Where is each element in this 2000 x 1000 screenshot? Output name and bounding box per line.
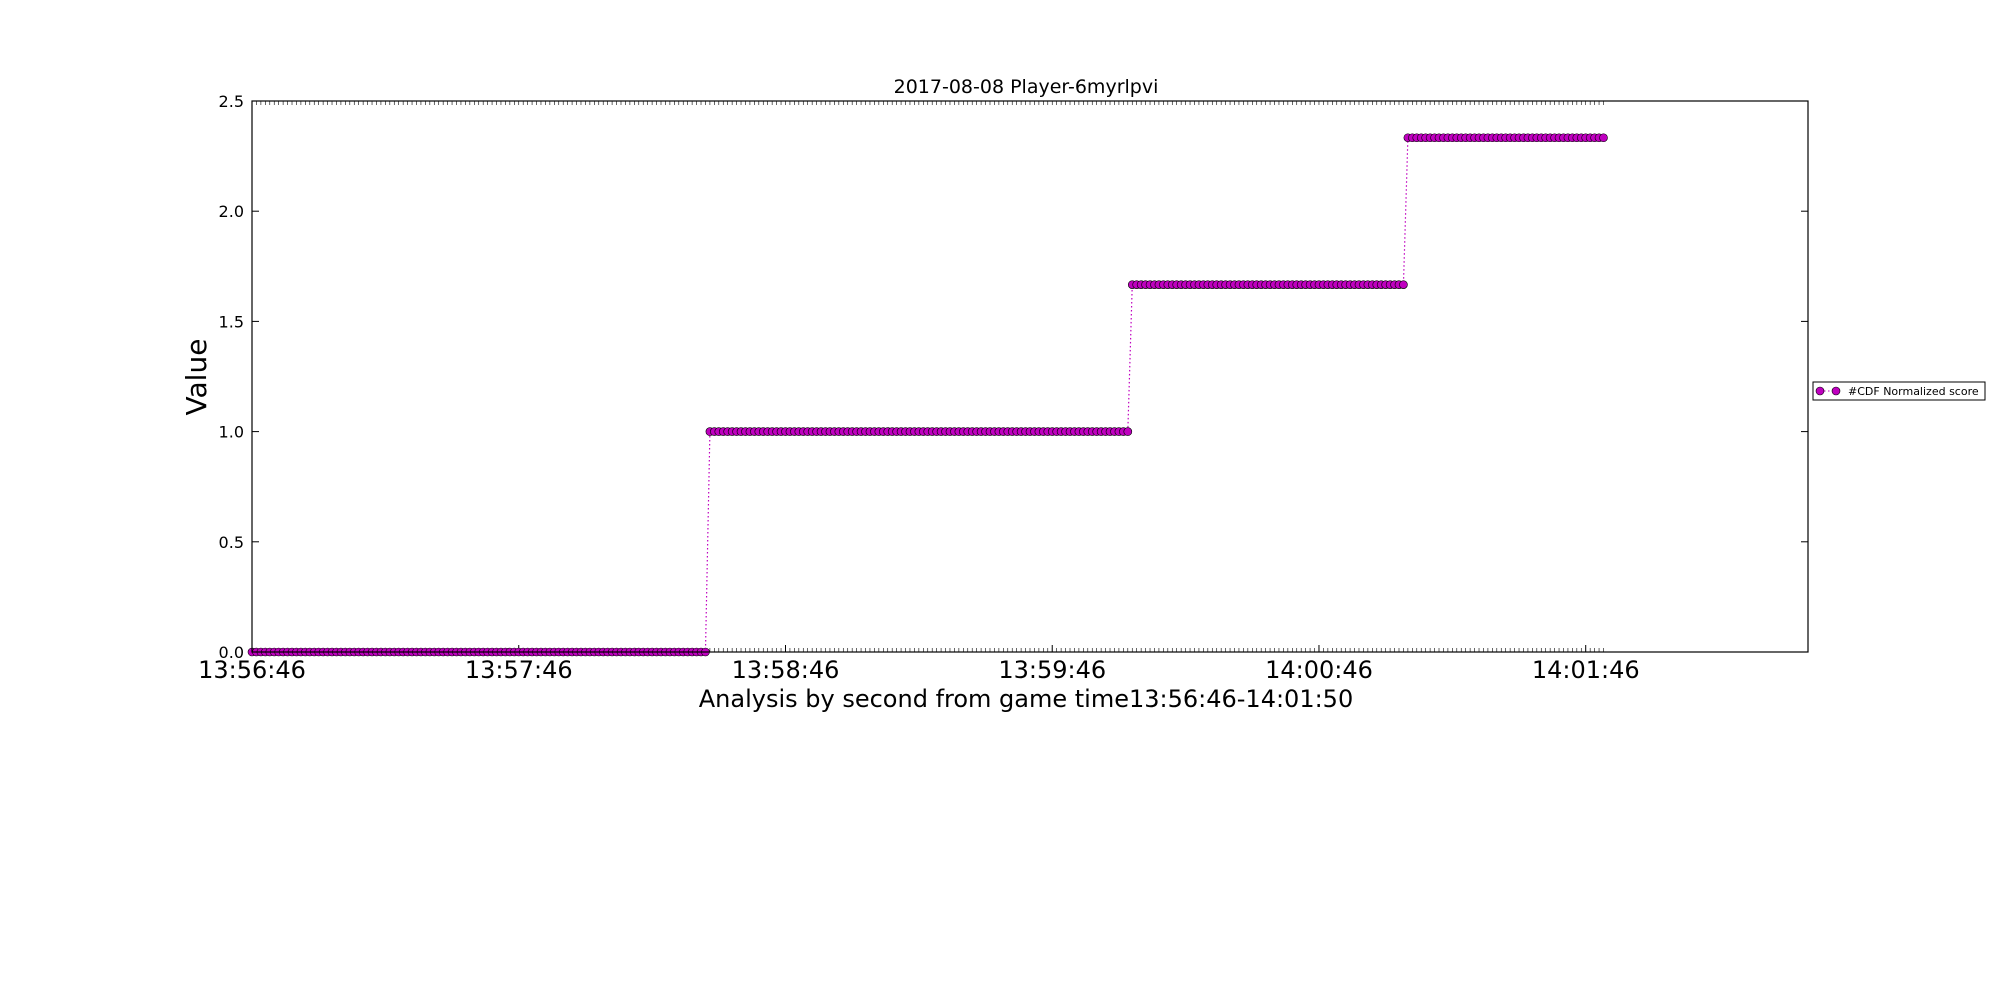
x-tick-labels: 13:56:46 13:57:46 13:58:46 13:59:46 14:00:46… <box>198 656 1640 684</box>
data-point <box>1123 427 1133 436</box>
x-tick-label: 13:58:46 <box>732 656 840 684</box>
y-tick-labels: 0.0 0.5 1.0 1.5 2.0 2.5 <box>219 92 244 662</box>
data-point <box>1599 133 1608 143</box>
legend-entry-label: #CDF Normalized score <box>1848 385 1979 398</box>
y-tick-label: 0.5 <box>219 533 244 552</box>
series-line <box>252 137 1604 653</box>
y-tick-label: 0.0 <box>219 643 244 662</box>
legend: #CDF Normalized score <box>1812 381 1986 401</box>
chart-title: 2017-08-08 Player-6myrlpvi <box>894 76 1159 98</box>
x-tick-label: 13:57:46 <box>465 656 573 684</box>
plot-area <box>247 100 1809 657</box>
plot-frame <box>251 100 1809 653</box>
x-axis-label: Analysis by second from game time13:56:4… <box>699 685 1353 713</box>
legend-marker-left <box>1815 386 1825 396</box>
x-tick-label: 13:56:46 <box>198 656 306 684</box>
legend-box <box>1812 381 1986 401</box>
y-axis-label: Value <box>180 339 213 416</box>
y-tick-label: 2.0 <box>219 202 244 221</box>
y-tick-label: 1.0 <box>219 423 244 442</box>
y-tick-label: 1.5 <box>219 312 244 331</box>
x-tick-label: 13:59:46 <box>998 656 1106 684</box>
data-point <box>1399 280 1408 289</box>
axis-ticks <box>251 100 1808 653</box>
series-layer <box>247 133 1608 657</box>
legend-marker-right <box>1831 386 1841 396</box>
x-tick-label: 14:01:46 <box>1532 656 1640 684</box>
y-tick-label: 2.5 <box>219 92 244 111</box>
x-tick-label: 14:00:46 <box>1265 656 1373 684</box>
